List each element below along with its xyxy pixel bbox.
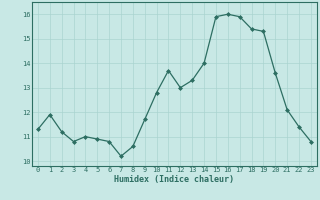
X-axis label: Humidex (Indice chaleur): Humidex (Indice chaleur) — [115, 175, 234, 184]
